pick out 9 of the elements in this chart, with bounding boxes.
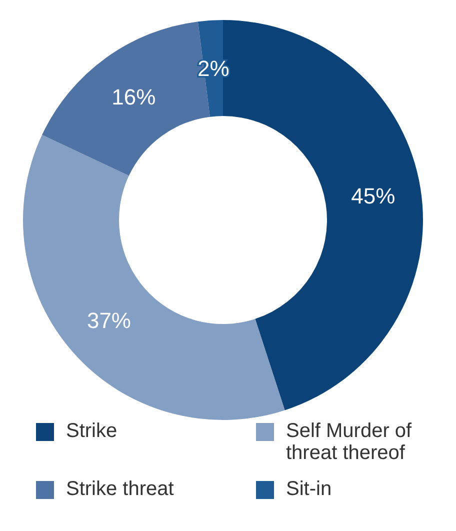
donut-slice <box>23 134 285 420</box>
legend-label: Strike threat <box>66 478 175 500</box>
legend-label: Self Murder of threat thereof <box>286 420 413 464</box>
data-label: 16% <box>112 84 156 110</box>
legend-label: Sit-in <box>286 478 333 500</box>
legend-label: Strike <box>66 420 118 442</box>
data-label: 37% <box>86 308 132 334</box>
data-label: 45% <box>351 184 396 209</box>
data-label: 2% <box>198 56 230 81</box>
